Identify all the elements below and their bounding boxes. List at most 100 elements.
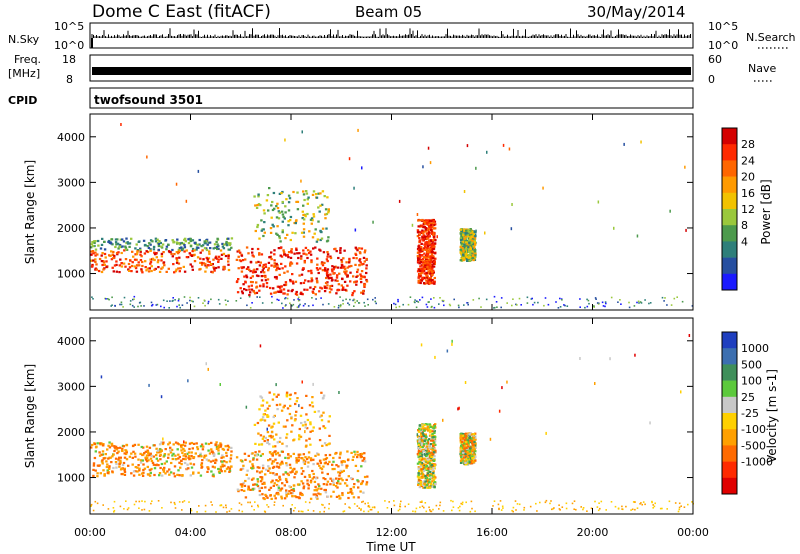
data-cell: [272, 191, 276, 195]
data-cell: [319, 286, 322, 289]
data-cell: [472, 445, 475, 448]
data-cell: [469, 441, 472, 444]
data-cell: [430, 279, 433, 282]
data-cell: [461, 253, 465, 256]
velocity-field: [90, 334, 694, 513]
data-cell: [113, 449, 116, 453]
data-cell: [125, 451, 128, 454]
data-cell: [264, 279, 268, 282]
data-cell: [91, 443, 94, 447]
data-cell: [251, 488, 255, 491]
ground-scatter-cell: [193, 305, 196, 308]
ground-scatter-cell: [590, 507, 593, 510]
data-cell: [185, 256, 189, 259]
data-cell: [177, 453, 180, 456]
data-cell: [464, 454, 467, 457]
ground-scatter-cell: [602, 305, 605, 307]
data-cell: [255, 458, 259, 461]
data-cell: [180, 446, 183, 449]
data-cell: [153, 258, 156, 262]
data-cell: [97, 244, 100, 247]
data-cell: [363, 475, 367, 479]
data-cell: [96, 239, 100, 243]
ground-scatter-cell: [536, 510, 538, 512]
data-cell: [343, 270, 346, 273]
sparse-echo: [636, 234, 639, 238]
data-cell: [288, 490, 291, 493]
data-cell: [153, 473, 156, 477]
data-cell: [183, 244, 186, 247]
data-cell: [474, 442, 477, 445]
data-cell: [328, 434, 331, 437]
data-cell: [301, 493, 304, 497]
data-cell: [461, 247, 464, 250]
data-cell: [130, 270, 133, 273]
ground-scatter-cell: [407, 503, 410, 505]
data-cell: [336, 289, 339, 292]
data-cell: [418, 249, 422, 252]
data-cell: [466, 235, 470, 238]
data-cell: [460, 242, 463, 245]
data-cell: [208, 241, 212, 244]
data-cell: [307, 484, 310, 487]
sparse-echo: [634, 353, 636, 357]
data-cell: [329, 273, 332, 276]
ground-scatter-cell: [368, 506, 371, 508]
data-cell: [473, 243, 477, 246]
data-cell: [339, 472, 342, 475]
data-cell: [251, 251, 254, 254]
data-cell: [174, 441, 178, 444]
data-cell: [276, 451, 280, 454]
data-cell: [273, 276, 277, 279]
data-cell: [341, 277, 344, 281]
ground-scatter-cell: [217, 298, 220, 301]
data-cell: [426, 423, 429, 426]
data-cell: [433, 242, 437, 245]
sparse-echo: [301, 130, 303, 134]
data-cell: [284, 477, 288, 481]
data-cell: [426, 253, 429, 256]
data-cell: [256, 223, 260, 227]
data-cell: [114, 461, 118, 464]
ground-scatter-cell: [651, 500, 653, 503]
data-cell: [289, 280, 292, 283]
data-cell: [296, 208, 300, 211]
data-cell: [300, 273, 304, 276]
data-cell: [111, 455, 114, 458]
ground-scatter-cell: [634, 501, 636, 503]
data-cell: [309, 286, 312, 289]
data-cell: [338, 494, 341, 497]
data-cell: [420, 435, 424, 438]
data-cell: [115, 243, 118, 246]
ground-scatter-cell: [320, 297, 322, 299]
data-cell: [309, 218, 313, 221]
ground-scatter-cell: [120, 301, 123, 304]
data-cell: [288, 485, 291, 488]
data-cell: [295, 247, 298, 250]
data-cell: [284, 425, 287, 428]
data-cell: [432, 463, 435, 466]
data-cell: [473, 236, 476, 239]
sparse-echo: [451, 342, 453, 346]
data-cell: [319, 267, 322, 270]
data-cell: [313, 410, 317, 413]
ground-scatter-cell: [398, 508, 401, 511]
data-cell: [189, 474, 192, 477]
data-cell: [425, 274, 428, 277]
data-cell: [346, 284, 349, 287]
ground-scatter-cell: [227, 300, 229, 302]
data-cell: [304, 460, 307, 463]
sparse-echo: [508, 147, 511, 151]
data-cell: [418, 253, 421, 256]
data-cell: [196, 256, 200, 259]
data-cell: [418, 268, 421, 271]
data-cell: [120, 262, 123, 265]
ground-scatter-cell: [251, 505, 253, 508]
data-cell: [149, 457, 153, 460]
data-cell: [360, 263, 364, 266]
data-cell: [119, 459, 122, 462]
ground-scatter-cell: [297, 306, 300, 308]
sparse-echo: [501, 386, 503, 390]
data-cell: [417, 246, 421, 249]
data-cell: [257, 193, 260, 196]
